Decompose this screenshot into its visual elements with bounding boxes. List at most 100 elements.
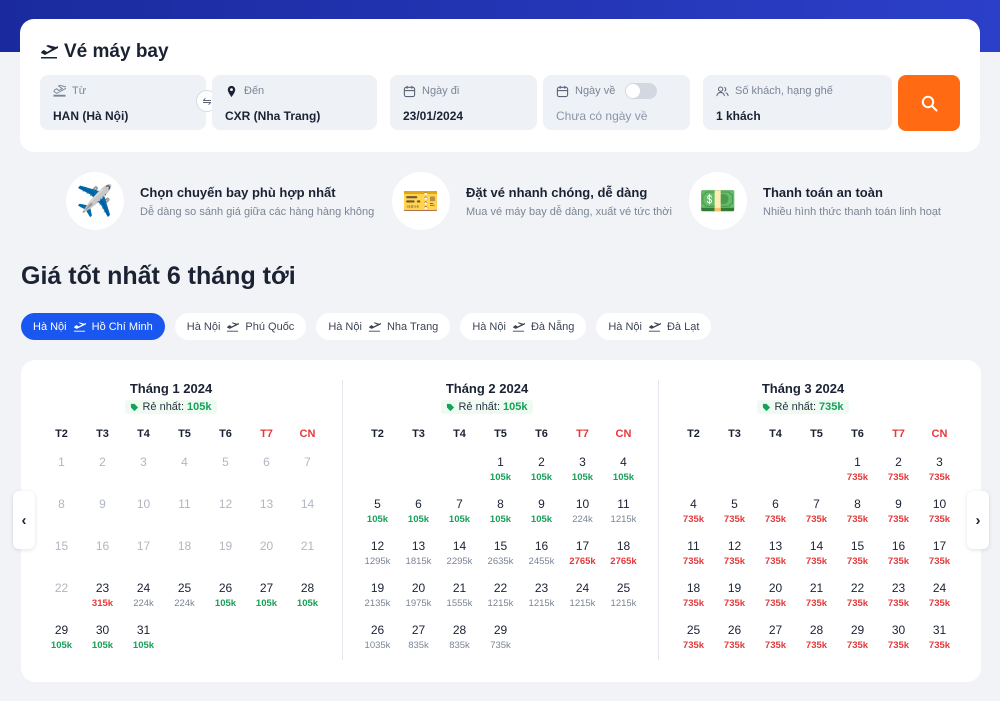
day-cell[interactable]: 29 735k: [837, 623, 878, 665]
day-cell[interactable]: 5 735k: [714, 497, 755, 539]
day-cell[interactable]: 25 735k: [673, 623, 714, 665]
month-title: Tháng 2 2024: [445, 381, 529, 396]
day-cell[interactable]: 16 735k: [878, 539, 919, 581]
day-cell[interactable]: 11 735k: [673, 539, 714, 581]
empty-cell: [796, 455, 837, 497]
day-cell[interactable]: 18 735k: [673, 581, 714, 623]
weekday-header: T2: [687, 428, 700, 440]
day-cell[interactable]: 9 105k: [521, 497, 562, 539]
day-cell[interactable]: 12 735k: [714, 539, 755, 581]
day-cell[interactable]: 1 105k: [480, 455, 521, 497]
day-price: 735k: [723, 598, 746, 609]
day-cell[interactable]: 24 224k: [123, 581, 164, 623]
day-cell[interactable]: 23 1215k: [521, 581, 562, 623]
day-cell[interactable]: 12 1295k: [357, 539, 398, 581]
day-cell[interactable]: 30 105k: [82, 623, 123, 665]
passenger-field[interactable]: Số khách, hạng ghế 1 khách: [703, 75, 892, 130]
day-cell[interactable]: 11 1215k: [603, 497, 644, 539]
day-cell[interactable]: 1 735k: [837, 455, 878, 497]
ticket-icon: 🎫: [392, 172, 450, 230]
day-cell: 11: [164, 497, 205, 539]
route-tab[interactable]: Hà Nội Đà Lạt: [596, 313, 712, 340]
day-cell[interactable]: 24 1215k: [562, 581, 603, 623]
day-cell[interactable]: 16 2455k: [521, 539, 562, 581]
day-cell[interactable]: 9 735k: [878, 497, 919, 539]
day-cell[interactable]: 14 2295k: [439, 539, 480, 581]
route-tab[interactable]: Hà Nội Đà Nẵng: [460, 313, 587, 340]
day-cell[interactable]: 13 1815k: [398, 539, 439, 581]
day-cell[interactable]: 21 1555k: [439, 581, 480, 623]
day-number: 15: [850, 539, 865, 553]
day-cell[interactable]: 15 2635k: [480, 539, 521, 581]
day-cell[interactable]: 20 735k: [755, 581, 796, 623]
day-cell[interactable]: 19 735k: [714, 581, 755, 623]
day-cell[interactable]: 29 735k: [480, 623, 521, 665]
day-cell[interactable]: 22 735k: [837, 581, 878, 623]
day-cell[interactable]: 28 735k: [796, 623, 837, 665]
day-cell[interactable]: 3 105k: [562, 455, 603, 497]
day-cell[interactable]: 27 105k: [246, 581, 287, 623]
day-cell[interactable]: 26 735k: [714, 623, 755, 665]
day-cell[interactable]: 19 2135k: [357, 581, 398, 623]
day-number: 24: [932, 581, 947, 595]
day-cell[interactable]: 20 1975k: [398, 581, 439, 623]
to-field[interactable]: Đến CXR (Nha Trang): [212, 75, 377, 130]
next-month-button[interactable]: ›: [967, 491, 989, 549]
from-field[interactable]: Từ HAN (Hà Nội): [40, 75, 206, 130]
day-cell[interactable]: 14 735k: [796, 539, 837, 581]
day-cell[interactable]: 27 735k: [755, 623, 796, 665]
route-tab[interactable]: Hà Nội Phú Quốc: [174, 313, 307, 340]
day-cell[interactable]: 17 735k: [919, 539, 960, 581]
day-cell[interactable]: 13 735k: [755, 539, 796, 581]
day-cell[interactable]: 22 1215k: [480, 581, 521, 623]
day-cell[interactable]: 5 105k: [357, 497, 398, 539]
day-price: 735k: [682, 556, 705, 567]
day-cell[interactable]: 17 2765k: [562, 539, 603, 581]
route-to: Phú Quốc: [245, 320, 295, 333]
route-tab[interactable]: Hà Nội Nha Trang: [316, 313, 451, 340]
month-calendar: Tháng 2 2024 Rẻ nhất: 105k T2 T3 T4 T5 T6 T7 CN 1 1…: [337, 360, 637, 665]
day-cell[interactable]: 18 2765k: [603, 539, 644, 581]
day-cell[interactable]: 4 735k: [673, 497, 714, 539]
route-tab[interactable]: Hà Nội Hồ Chí Minh: [21, 313, 165, 340]
day-cell[interactable]: 26 105k: [205, 581, 246, 623]
day-cell[interactable]: 26 1035k: [357, 623, 398, 665]
day-cell[interactable]: 2 735k: [878, 455, 919, 497]
day-cell[interactable]: 24 735k: [919, 581, 960, 623]
day-cell[interactable]: 28 105k: [287, 581, 328, 623]
day-cell[interactable]: 23 315k: [82, 581, 123, 623]
day-cell[interactable]: 6 105k: [398, 497, 439, 539]
day-cell[interactable]: 4 105k: [603, 455, 644, 497]
day-cell[interactable]: 23 735k: [878, 581, 919, 623]
return-date-field[interactable]: Ngày về Chưa có ngày về: [543, 75, 690, 130]
day-price: 105k: [296, 598, 319, 609]
search-button[interactable]: [898, 75, 960, 131]
day-cell[interactable]: 2 105k: [521, 455, 562, 497]
day-cell[interactable]: 27 835k: [398, 623, 439, 665]
day-cell[interactable]: 31 735k: [919, 623, 960, 665]
day-cell[interactable]: 25 1215k: [603, 581, 644, 623]
day-cell[interactable]: 7 105k: [439, 497, 480, 539]
prev-month-button[interactable]: ‹: [13, 491, 35, 549]
chevron-left-icon: ‹: [21, 511, 27, 529]
day-cell[interactable]: 28 835k: [439, 623, 480, 665]
price-calendar: Tháng 1 2024 Rẻ nhất: 105k T2 T3 T4 T5 T6 T7 CN 1 2…: [21, 360, 981, 682]
day-cell[interactable]: 30 735k: [878, 623, 919, 665]
depart-date-field[interactable]: Ngày đi 23/01/2024: [390, 75, 537, 130]
day-cell[interactable]: 6 735k: [755, 497, 796, 539]
day-cell[interactable]: 25 224k: [164, 581, 205, 623]
day-cell[interactable]: 31 105k: [123, 623, 164, 665]
return-toggle[interactable]: [625, 83, 658, 99]
day-cell[interactable]: 7 735k: [796, 497, 837, 539]
day-price: 835k: [408, 640, 429, 651]
day-cell[interactable]: 8 105k: [480, 497, 521, 539]
day-cell[interactable]: 21 735k: [796, 581, 837, 623]
day-cell[interactable]: 15 735k: [837, 539, 878, 581]
day-cell[interactable]: 10 224k: [562, 497, 603, 539]
day-cell[interactable]: 8 735k: [837, 497, 878, 539]
day-cell: 6: [246, 455, 287, 497]
day-cell[interactable]: 29 105k: [41, 623, 82, 665]
day-cell[interactable]: 3 735k: [919, 455, 960, 497]
empty-cell: [714, 455, 755, 497]
day-cell[interactable]: 10 735k: [919, 497, 960, 539]
